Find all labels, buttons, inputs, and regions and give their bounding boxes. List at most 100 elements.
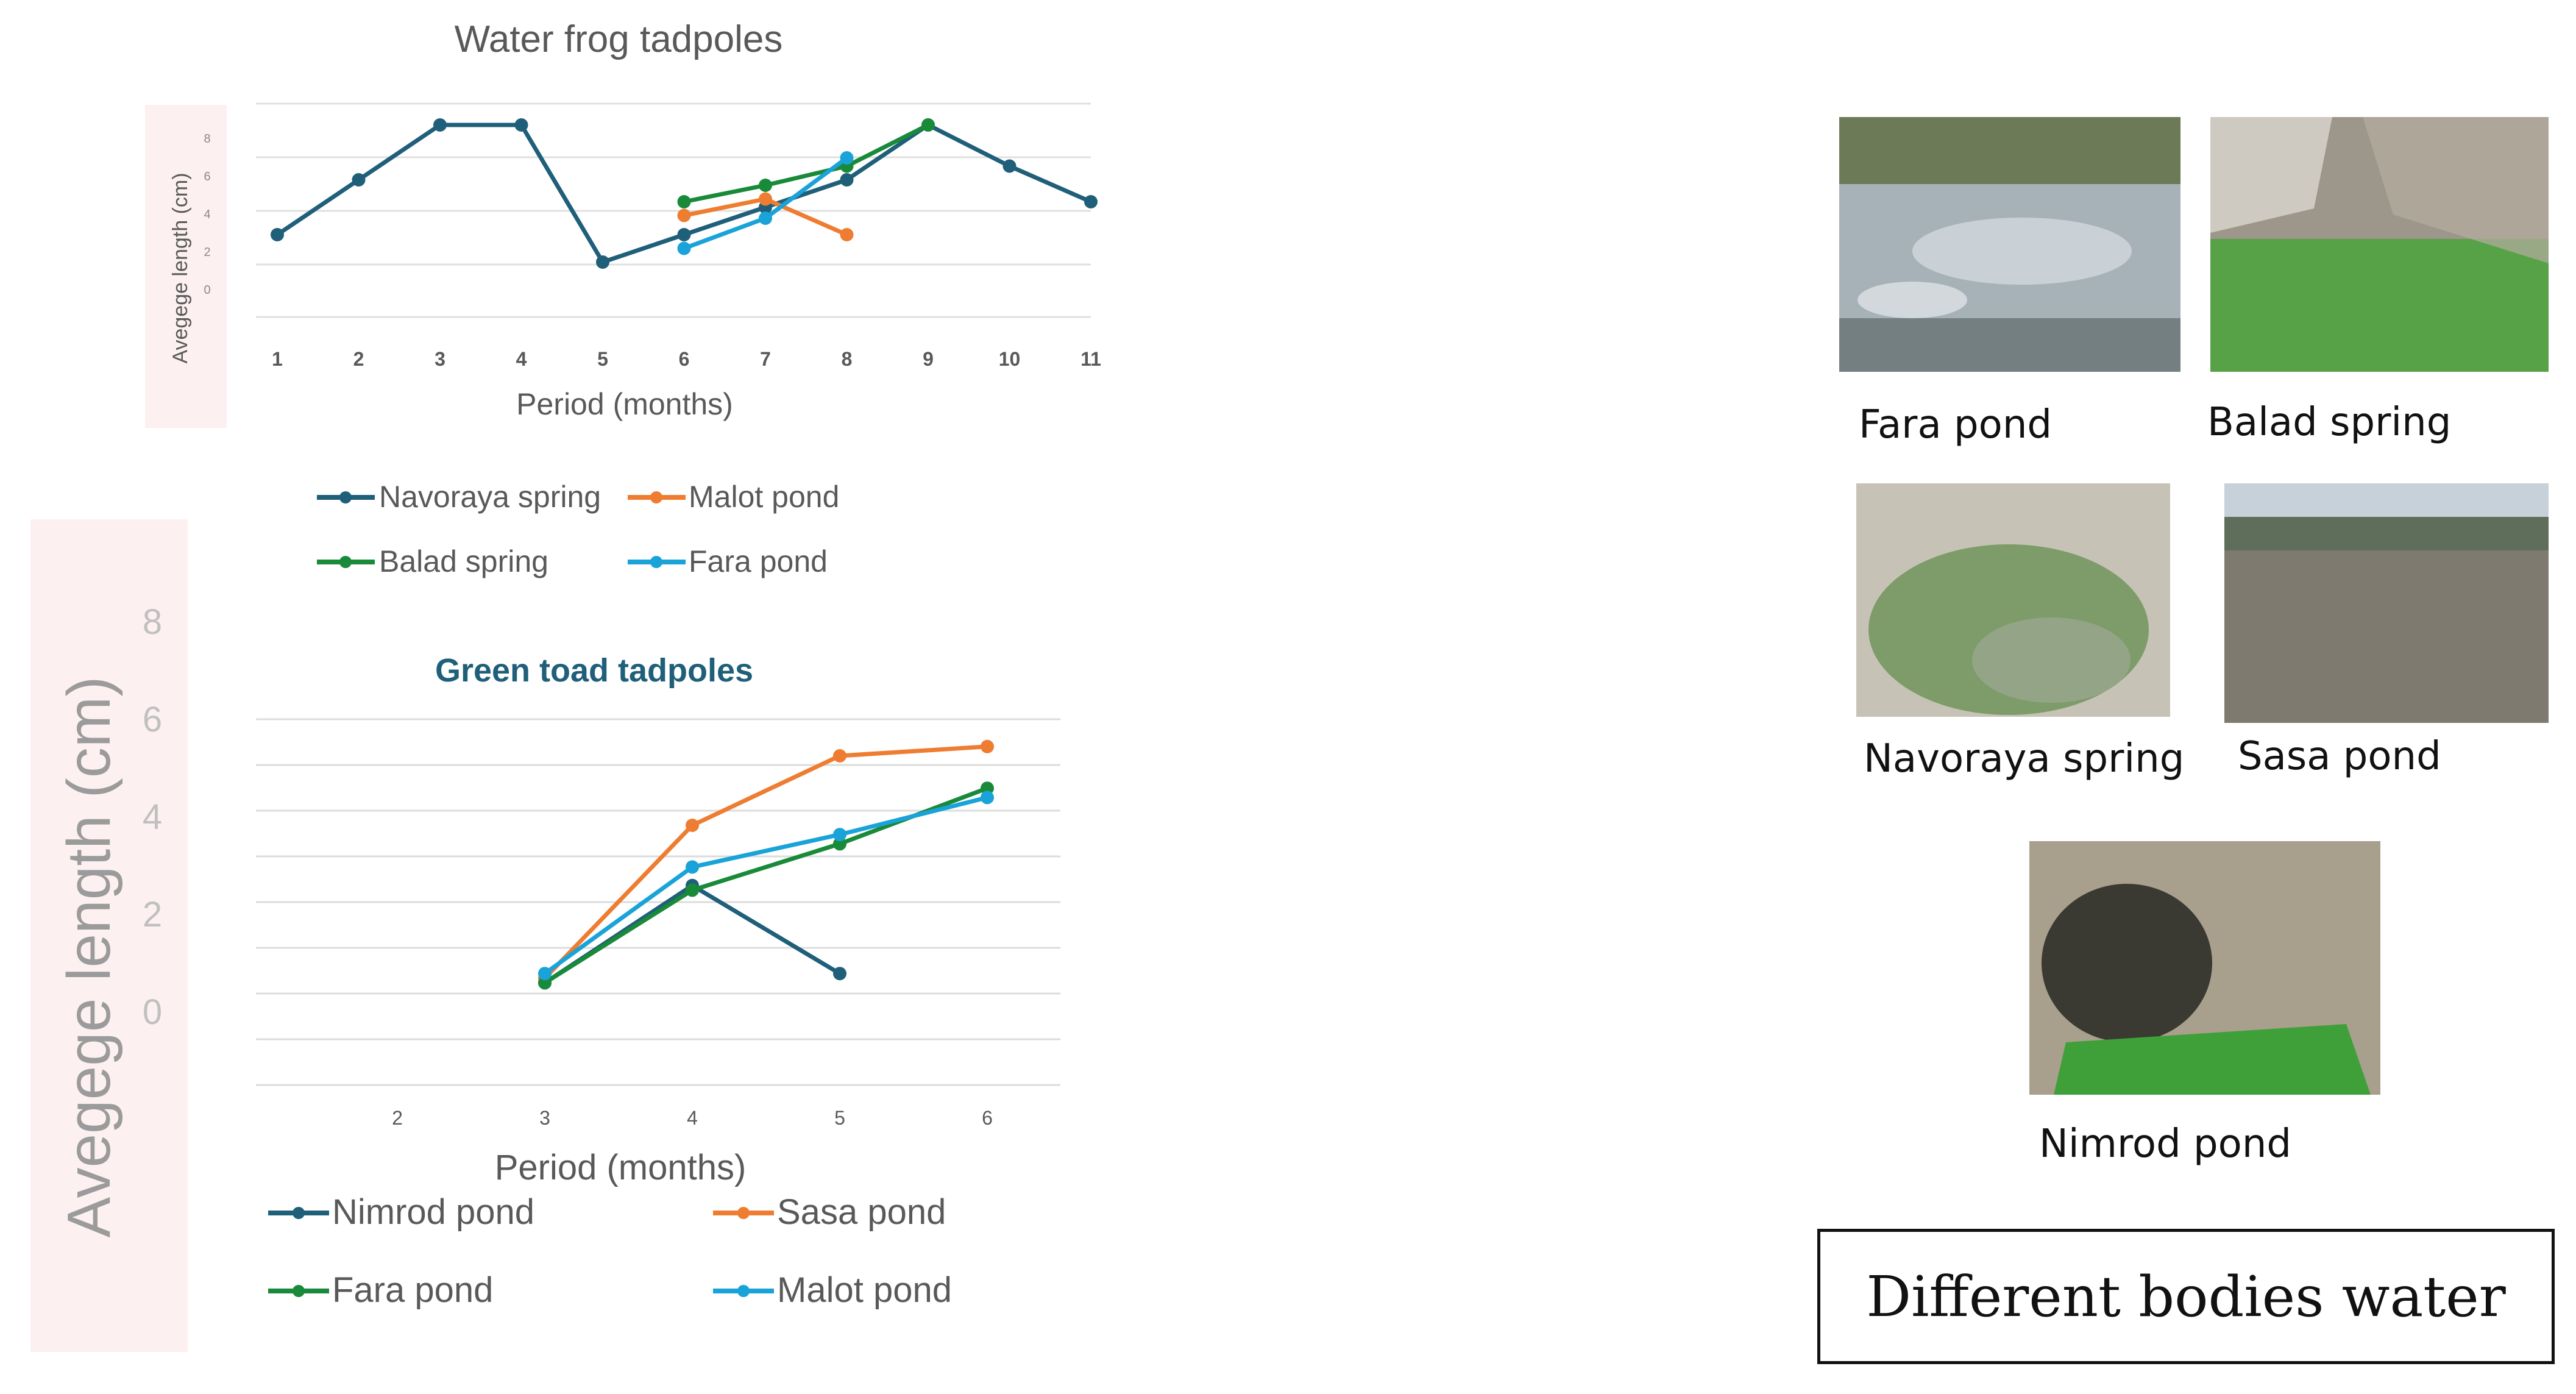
data-point [833, 749, 846, 763]
series-line [544, 786, 988, 985]
data-point [1084, 195, 1098, 208]
photo-nimrod-pond [2029, 841, 2380, 1095]
data-point [759, 212, 772, 225]
chart1-y-axis-title: Avegege length (cm) [169, 172, 192, 363]
legend-item-navoraya-spring: Navoraya spring [317, 480, 601, 514]
data-point [686, 883, 699, 897]
legend-label: Balad spring [379, 544, 548, 578]
chart2-y-axis-title: Avegege length (cm) [55, 677, 123, 1238]
data-point [538, 967, 552, 981]
photo-navoraya-spring [1856, 483, 2170, 717]
x-tick-label: 11 [1080, 348, 1101, 370]
photo-layer [2210, 239, 2549, 372]
data-point [596, 255, 609, 269]
chart1-legend: Navoraya spring Malot pond Balad spring … [317, 480, 839, 578]
x-tick-label: 3 [539, 1107, 550, 1129]
chart1-title: Water frog tadpoles [455, 18, 783, 60]
y-tick-label: 6 [143, 700, 162, 739]
chart2-series [538, 739, 994, 990]
photo-layer [1839, 318, 2180, 372]
x-tick-label: 5 [597, 348, 608, 370]
y-tick-label: 0 [204, 283, 210, 297]
chart1-y-ticks: 0 2 4 6 8 [204, 132, 210, 297]
data-point [759, 192, 772, 206]
series-line [683, 123, 929, 204]
y-tick-label: 0 [143, 992, 162, 1032]
x-tick-label: 7 [760, 348, 771, 370]
chart1-gridlines [256, 102, 1091, 318]
chart2-title: Green toad tadpoles [435, 652, 753, 689]
data-point [1002, 159, 1017, 173]
chart2: Green toad tadpoles 0 2 4 6 8 2 3 4 5 6 Avegege … [55, 602, 1060, 1310]
data-point [833, 828, 846, 842]
x-tick-label: 1 [272, 348, 283, 370]
y-tick-label: 4 [143, 797, 162, 837]
legend-item-fara-pond: Fara pond [268, 1270, 493, 1310]
legend-item-malot-pond: Malot pond [713, 1270, 952, 1310]
data-point [677, 195, 691, 208]
data-point [921, 118, 935, 132]
legend-item-malot-pond: Malot pond [628, 480, 839, 514]
legend-item-sasa-pond: Sasa pond [713, 1192, 946, 1232]
y-tick-label: 6 [204, 170, 210, 183]
water-bodies-label: Different bodies water [1866, 1264, 2506, 1329]
photo-layer [2054, 1024, 2371, 1095]
photo-layer [1839, 117, 2180, 184]
chart1-x-axis-title: Period (months) [516, 387, 733, 421]
x-tick-label: 10 [999, 348, 1021, 370]
legend-item-nimrod-pond: Nimrod pond [268, 1192, 534, 1232]
data-point [833, 967, 846, 981]
chart1-ylabel-background [145, 105, 227, 428]
photo-caption-navoraya-spring: Navoraya spring [1864, 736, 2185, 781]
photo-layer [2042, 884, 2212, 1042]
photo-sasa-pond [2224, 483, 2549, 723]
x-tick-label: 8 [842, 348, 853, 370]
water-bodies-label-box: Different bodies water [1817, 1229, 2555, 1364]
data-point [677, 241, 691, 255]
y-tick-label: 4 [204, 208, 210, 221]
chart2-x-axis-title: Period (months) [495, 1148, 747, 1187]
data-point [686, 860, 699, 874]
data-point [538, 976, 552, 990]
y-tick-label: 8 [204, 132, 210, 146]
data-point [433, 118, 447, 132]
x-tick-label: 5 [834, 1107, 845, 1129]
series-fara-pond [677, 151, 854, 255]
photo-balad-spring [2210, 117, 2549, 372]
legend-label: Malot pond [777, 1270, 952, 1310]
legend-item-balad-spring: Balad spring [317, 544, 548, 578]
photo-caption-fara-pond: Fara pond [1859, 402, 2052, 447]
photo-caption-sasa-pond: Sasa pond [2238, 734, 2441, 779]
data-point [981, 739, 994, 753]
data-point [352, 173, 366, 187]
series-malot-pond [677, 192, 854, 241]
photo-layer [1972, 617, 2131, 703]
series-line [543, 744, 988, 980]
chart2-gridlines [256, 718, 1060, 1086]
data-point [833, 837, 846, 851]
x-tick-label: 2 [392, 1107, 403, 1129]
data-point [677, 208, 691, 222]
x-tick-label: 6 [982, 1107, 993, 1129]
y-tick-label: 8 [143, 602, 162, 642]
data-point [514, 118, 528, 132]
data-point [677, 228, 691, 241]
x-tick-label: 4 [516, 348, 527, 370]
data-point [840, 173, 854, 187]
chart1-x-ticks: 1 2 3 4 5 6 7 8 9 10 11 [272, 348, 1101, 370]
photo-layer [2224, 550, 2549, 723]
legend-label: Sasa pond [777, 1192, 946, 1232]
data-point [686, 819, 699, 832]
data-point [840, 151, 854, 165]
legend-label: Navoraya spring [379, 480, 601, 514]
legend-label: Malot pond [689, 480, 839, 514]
chart1-series [271, 118, 1098, 269]
chart2-ylabel-background [30, 519, 188, 1352]
data-point [271, 228, 284, 241]
series-line [543, 795, 988, 976]
data-point [981, 791, 994, 805]
photo-fara-pond [1839, 117, 2180, 372]
legend-item-fara-pond: Fara pond [628, 544, 828, 578]
